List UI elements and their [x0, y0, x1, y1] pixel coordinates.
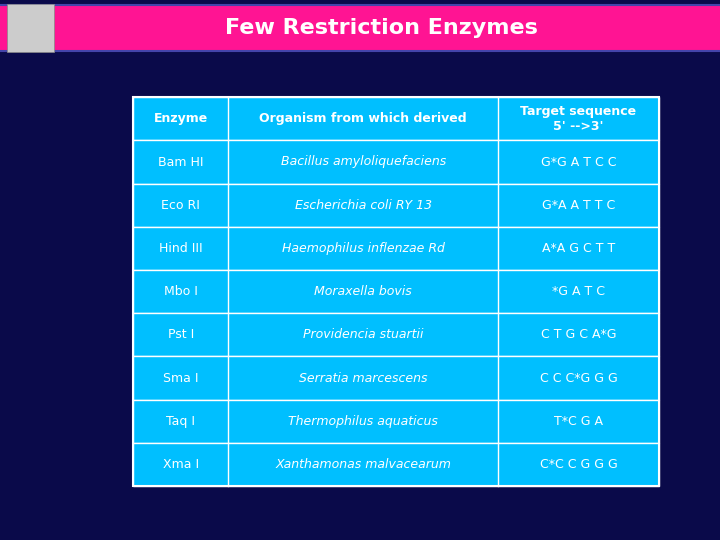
- Text: Moraxella bovis: Moraxella bovis: [314, 285, 412, 298]
- FancyBboxPatch shape: [133, 313, 659, 356]
- FancyBboxPatch shape: [133, 184, 659, 227]
- Text: A*A G C T T: A*A G C T T: [542, 242, 615, 255]
- Text: Pst I: Pst I: [168, 328, 194, 341]
- Text: Xma I: Xma I: [163, 458, 199, 471]
- FancyBboxPatch shape: [133, 270, 659, 313]
- Text: Enzyme: Enzyme: [153, 112, 208, 125]
- Text: Hind III: Hind III: [159, 242, 202, 255]
- Text: Escherichia coli RY 13: Escherichia coli RY 13: [294, 199, 432, 212]
- Text: T*C G A: T*C G A: [554, 415, 603, 428]
- Text: Few Restriction Enzymes: Few Restriction Enzymes: [225, 18, 538, 38]
- Text: Bacillus amyloliquefaciens: Bacillus amyloliquefaciens: [281, 156, 446, 168]
- Text: Eco RI: Eco RI: [161, 199, 200, 212]
- Text: Bam HI: Bam HI: [158, 156, 204, 168]
- Text: G*G A T C C: G*G A T C C: [541, 156, 616, 168]
- FancyBboxPatch shape: [0, 5, 720, 51]
- Text: Xanthamonas malvacearum: Xanthamonas malvacearum: [275, 458, 451, 471]
- Text: Taq I: Taq I: [166, 415, 195, 428]
- FancyBboxPatch shape: [133, 356, 659, 400]
- FancyBboxPatch shape: [7, 4, 54, 52]
- Text: C*C C G G G: C*C C G G G: [539, 458, 617, 471]
- Text: Mbo I: Mbo I: [163, 285, 197, 298]
- Text: Thermophilus aquaticus: Thermophilus aquaticus: [288, 415, 438, 428]
- FancyBboxPatch shape: [133, 227, 659, 270]
- Text: C C C*G G G: C C C*G G G: [539, 372, 617, 384]
- Text: Providencia stuartii: Providencia stuartii: [303, 328, 423, 341]
- Text: Sma I: Sma I: [163, 372, 199, 384]
- Text: Target sequence
5' -->3': Target sequence 5' -->3': [521, 105, 636, 133]
- Text: Serratia marcescens: Serratia marcescens: [299, 372, 428, 384]
- Text: Organism from which derived: Organism from which derived: [259, 112, 467, 125]
- Text: C T G C A*G: C T G C A*G: [541, 328, 616, 341]
- FancyBboxPatch shape: [133, 443, 659, 486]
- Text: *G A T C: *G A T C: [552, 285, 605, 298]
- FancyBboxPatch shape: [133, 400, 659, 443]
- FancyBboxPatch shape: [133, 97, 659, 140]
- Text: Haemophilus inflenzae Rd: Haemophilus inflenzae Rd: [282, 242, 444, 255]
- FancyBboxPatch shape: [133, 140, 659, 184]
- Text: G*A A T T C: G*A A T T C: [542, 199, 615, 212]
